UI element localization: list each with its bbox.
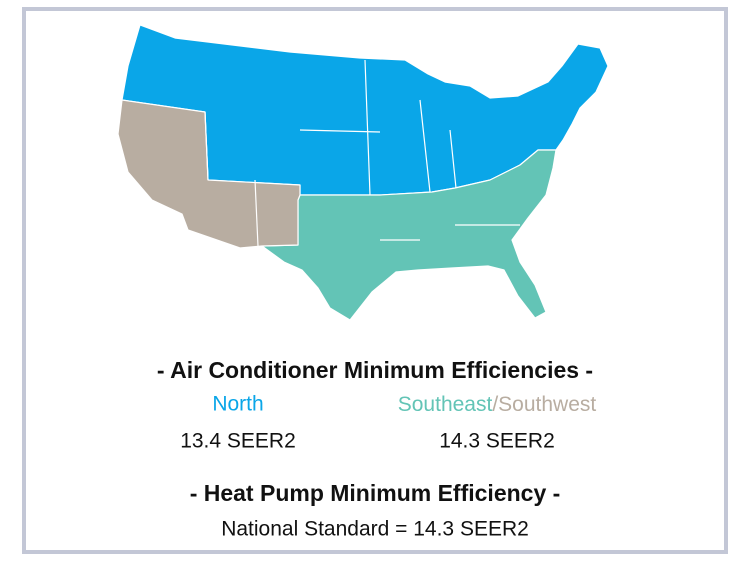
us-map	[117, 24, 609, 321]
hp-text: National Standard = 14.3 SEER2	[221, 518, 529, 541]
south-label: Southeast/Southwest	[398, 393, 597, 416]
region-southwest	[117, 99, 301, 249]
separator: /	[492, 393, 498, 416]
hp-title: - Heat Pump Minimum Efficiency -	[190, 480, 561, 506]
south-value: 14.3 SEER2	[439, 430, 555, 453]
region-southeast	[261, 149, 557, 321]
north-label: North	[212, 393, 263, 416]
southeast-label: Southeast	[398, 393, 493, 416]
ac-title: - Air Conditioner Minimum Efficiencies -	[157, 357, 593, 383]
southwest-label: Southwest	[498, 393, 596, 416]
state-lines	[204, 59, 520, 247]
north-value: 13.4 SEER2	[180, 430, 296, 453]
